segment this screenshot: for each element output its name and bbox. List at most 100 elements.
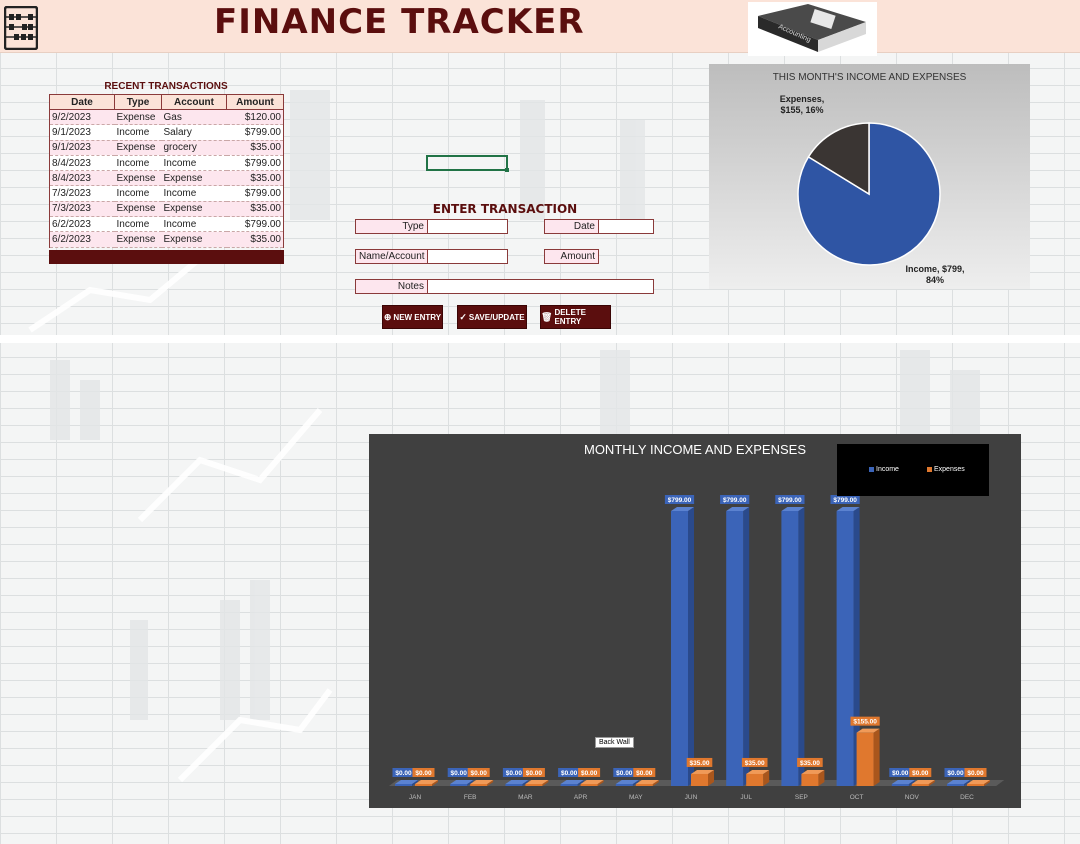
cell-date[interactable]: 7/3/2023 bbox=[49, 201, 115, 218]
bar-income-jan[interactable] bbox=[395, 784, 412, 786]
bar-income-mar[interactable] bbox=[505, 784, 523, 786]
cell-account[interactable]: Income bbox=[161, 216, 227, 233]
bar-side-income bbox=[412, 780, 418, 786]
type-input[interactable] bbox=[427, 219, 508, 234]
table-row[interactable]: 6/2/2023 Expense Expense $35.00 bbox=[49, 231, 284, 248]
cell-amount[interactable]: $35.00 bbox=[226, 201, 284, 218]
cell-type[interactable]: Expense bbox=[114, 170, 162, 187]
data-label-expenses: $0.00 bbox=[967, 770, 984, 777]
bar-income-feb[interactable] bbox=[450, 784, 468, 786]
table-row[interactable]: 9/1/2023 Expense grocery $35.00 bbox=[49, 140, 284, 156]
legend-swatch-income bbox=[869, 467, 874, 472]
date-input[interactable] bbox=[598, 219, 654, 234]
cell-type[interactable]: Income bbox=[114, 124, 162, 141]
pie-chart-title: THIS MONTH'S INCOME AND EXPENSES bbox=[772, 72, 967, 83]
cell-amount[interactable]: $799.00 bbox=[226, 216, 284, 233]
bar-expenses-oct[interactable] bbox=[856, 732, 874, 786]
enter-transaction-title: ENTER TRANSACTION bbox=[432, 202, 578, 216]
cell-type[interactable]: Income bbox=[114, 155, 162, 172]
new-entry-button[interactable]: ⊕ NEW ENTRY bbox=[382, 305, 443, 329]
cell-account[interactable]: Expense bbox=[161, 231, 227, 248]
bar-expenses-jul[interactable] bbox=[746, 773, 764, 786]
table-row[interactable]: 7/3/2023 Income Income $799.00 bbox=[49, 185, 284, 202]
table-row[interactable]: 9/2/2023 Expense Gas $120.00 bbox=[49, 109, 284, 126]
cell-account[interactable]: Salary bbox=[161, 124, 227, 141]
bar-income-oct[interactable] bbox=[836, 511, 854, 786]
recent-transactions-table: Date Type Account Amount 9/2/2023 Expense… bbox=[49, 94, 284, 248]
cell-type[interactable]: Income bbox=[114, 216, 162, 233]
bar-expenses-nov[interactable] bbox=[911, 784, 929, 786]
table-row[interactable]: 8/4/2023 Expense Expense $35.00 bbox=[49, 170, 284, 187]
cell-amount[interactable]: $799.00 bbox=[226, 124, 284, 141]
cell-date[interactable]: 7/3/2023 bbox=[49, 185, 115, 202]
bar-income-jun[interactable] bbox=[671, 511, 688, 786]
column-header-account[interactable]: Account bbox=[161, 94, 227, 110]
bar-expenses-sep[interactable] bbox=[801, 773, 819, 786]
table-row[interactable]: 7/3/2023 Expense Expense $35.00 bbox=[49, 201, 284, 218]
cell-type[interactable]: Income bbox=[114, 185, 162, 202]
save-update-button[interactable]: ✓ SAVE/UPDATE bbox=[457, 305, 527, 329]
cell-amount[interactable]: $799.00 bbox=[226, 185, 284, 202]
cell-date[interactable]: 9/1/2023 bbox=[49, 140, 115, 156]
notes-input[interactable] bbox=[427, 279, 654, 294]
cell-account[interactable]: Expense bbox=[161, 201, 227, 218]
cell-date[interactable]: 9/1/2023 bbox=[49, 124, 115, 141]
bar-expenses-mar[interactable] bbox=[525, 784, 543, 786]
data-label-expenses: $0.00 bbox=[471, 770, 488, 777]
pie-slice-expenses[interactable] bbox=[807, 122, 870, 196]
bar-income-apr[interactable] bbox=[560, 784, 578, 786]
data-label-expenses: $0.00 bbox=[581, 770, 598, 777]
abacus-icon bbox=[4, 6, 38, 50]
cell-amount[interactable]: $120.00 bbox=[226, 109, 284, 126]
monthly-pie-chart[interactable]: THIS MONTH'S INCOME AND EXPENSES Expense… bbox=[709, 64, 1030, 289]
bar-expenses-feb[interactable] bbox=[470, 784, 488, 786]
column-header-amount[interactable]: Amount bbox=[226, 94, 284, 110]
bar-expenses-apr[interactable] bbox=[580, 784, 598, 786]
column-header-type[interactable]: Type bbox=[114, 94, 162, 110]
bar-income-dec[interactable] bbox=[947, 784, 964, 786]
bar-expenses-jun[interactable] bbox=[691, 773, 708, 786]
cell-amount[interactable]: $35.00 bbox=[226, 140, 284, 156]
x-tick-label: SEP bbox=[795, 794, 808, 801]
cell-amount[interactable]: $799.00 bbox=[226, 155, 284, 172]
cell-type[interactable]: Expense bbox=[114, 231, 162, 248]
cell-type[interactable]: Expense bbox=[114, 140, 162, 156]
column-header-date[interactable]: Date bbox=[49, 94, 115, 110]
selected-cell[interactable] bbox=[426, 155, 509, 172]
cell-date[interactable]: 9/2/2023 bbox=[49, 109, 115, 126]
data-label-bg bbox=[633, 768, 656, 777]
bar-top-expenses bbox=[525, 780, 549, 784]
cell-date[interactable]: 6/2/2023 bbox=[49, 231, 115, 248]
data-label-income: $799.00 bbox=[778, 497, 802, 504]
cell-account[interactable]: Expense bbox=[161, 170, 227, 187]
bar-income-nov[interactable] bbox=[891, 784, 909, 786]
table-row[interactable]: 9/1/2023 Income Salary $799.00 bbox=[49, 124, 284, 141]
cell-date[interactable]: 8/4/2023 bbox=[49, 155, 115, 172]
cell-account[interactable]: Income bbox=[161, 155, 227, 172]
table-row[interactable]: 6/2/2023 Income Income $799.00 bbox=[49, 216, 284, 233]
cell-date[interactable]: 6/2/2023 bbox=[49, 216, 115, 233]
cell-account[interactable]: Gas bbox=[161, 109, 227, 126]
chart-legend[interactable]: Income Expenses bbox=[837, 444, 989, 496]
data-label-bg bbox=[830, 495, 860, 504]
cell-amount[interactable]: $35.00 bbox=[226, 231, 284, 248]
bar-expenses-dec[interactable] bbox=[967, 784, 984, 786]
cell-type[interactable]: Expense bbox=[114, 109, 162, 126]
delete-entry-button[interactable]: 🗑 DELETE ENTRY bbox=[540, 305, 611, 329]
bar-income-jul[interactable] bbox=[726, 511, 744, 786]
name-account-input[interactable] bbox=[427, 249, 508, 264]
cell-account[interactable]: grocery bbox=[161, 140, 227, 156]
bar-expenses-jan[interactable] bbox=[415, 784, 432, 786]
bar-income-sep[interactable] bbox=[781, 511, 799, 786]
bar-expenses-may[interactable] bbox=[635, 784, 653, 786]
cell-type[interactable]: Expense bbox=[114, 201, 162, 218]
page-title: FINANCE TRACKER bbox=[214, 2, 585, 42]
cell-account[interactable]: Income bbox=[161, 185, 227, 202]
cell-date[interactable]: 8/4/2023 bbox=[49, 170, 115, 187]
bar-side-income bbox=[467, 780, 474, 786]
table-row[interactable]: 8/4/2023 Income Income $799.00 bbox=[49, 155, 284, 172]
bar-income-may[interactable] bbox=[615, 784, 633, 786]
monthly-bar-chart[interactable]: MONTHLY INCOME AND EXPENSES $0.00 $0.00 JA… bbox=[369, 434, 1021, 808]
cell-amount[interactable]: $35.00 bbox=[226, 170, 284, 187]
amount-label: Amount bbox=[544, 249, 599, 264]
